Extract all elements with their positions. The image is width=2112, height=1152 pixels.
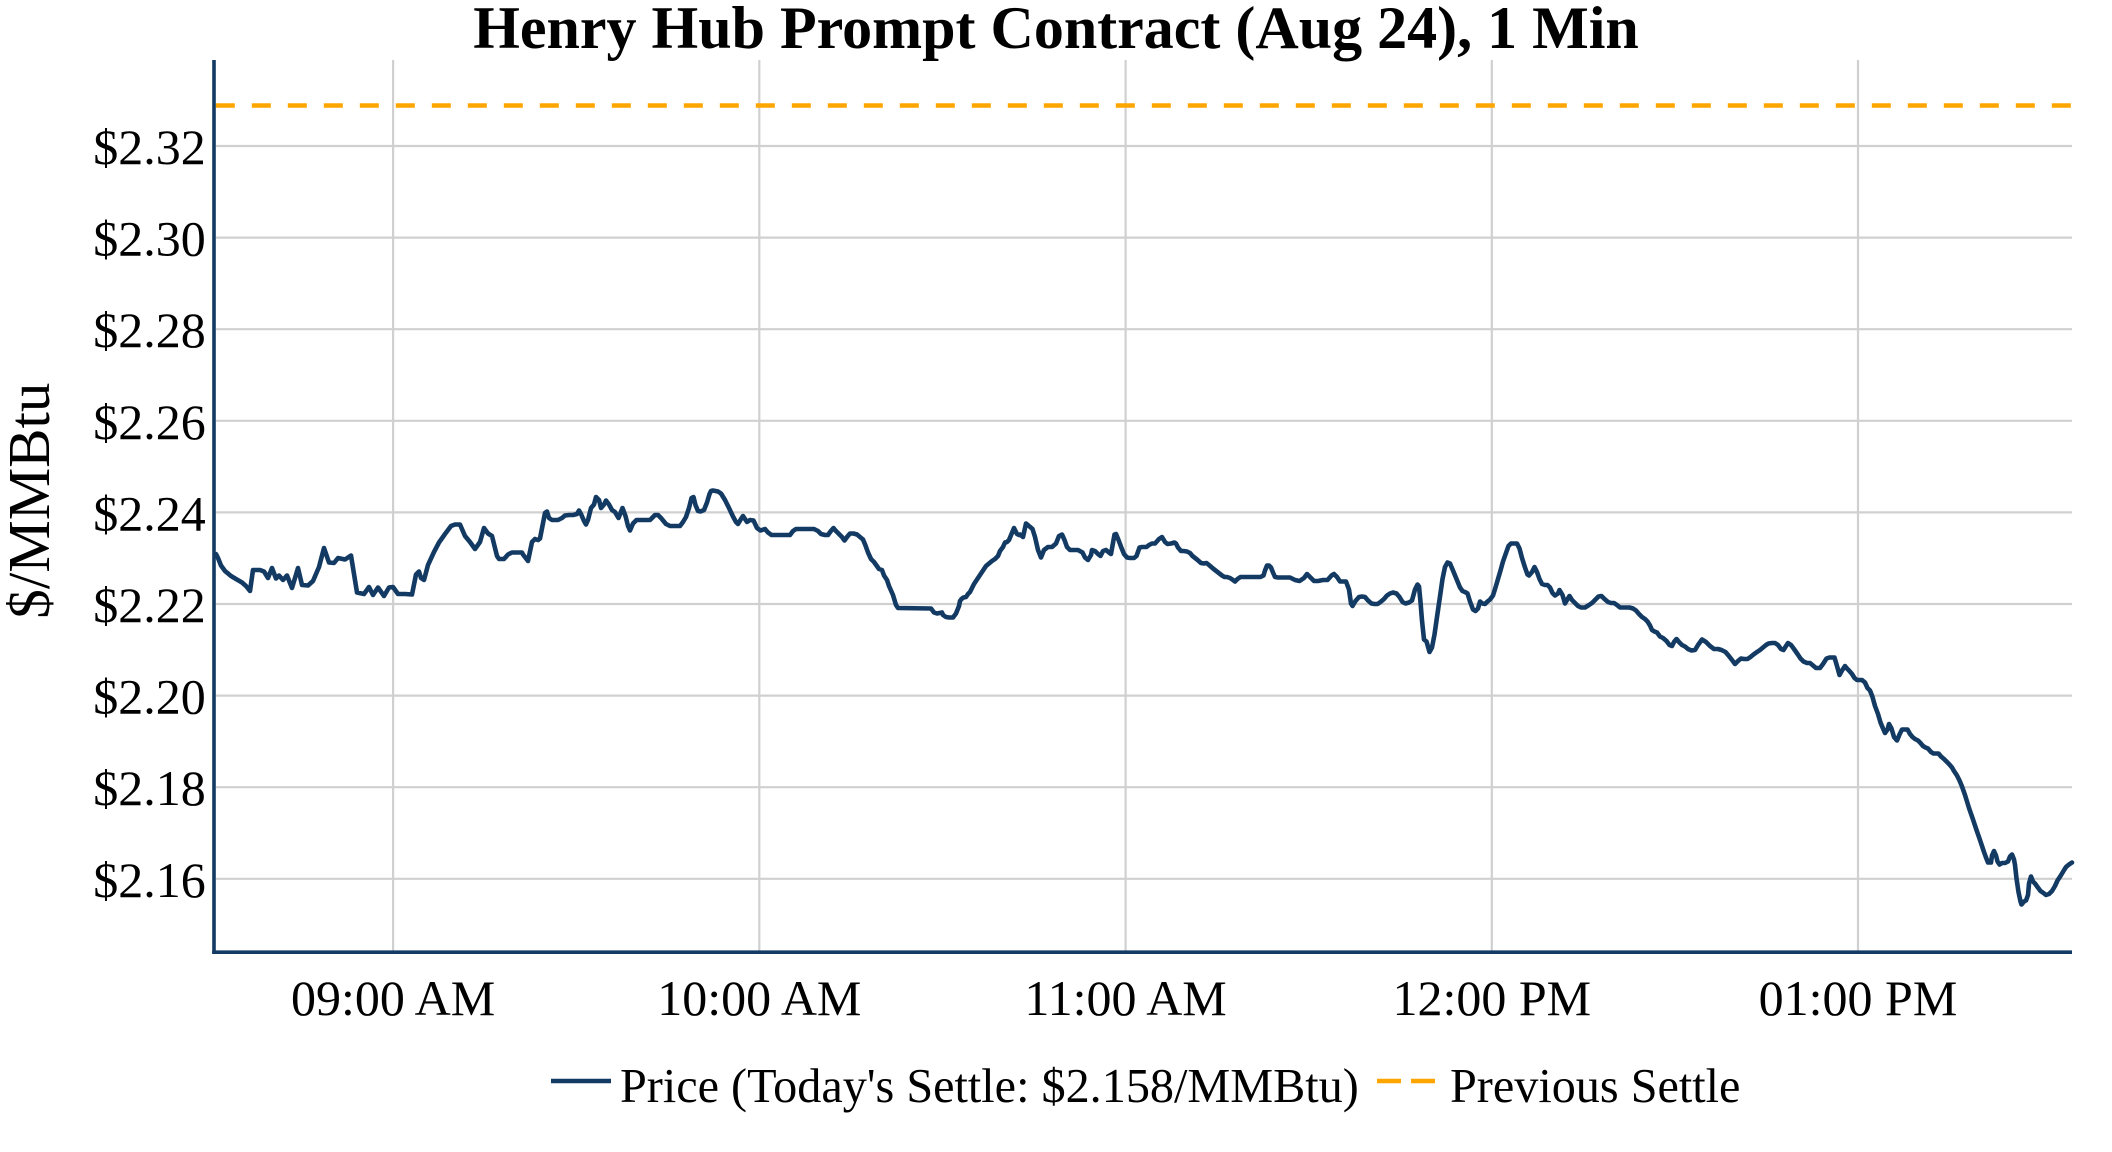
svg-text:$2.18: $2.18 xyxy=(93,760,206,816)
svg-text:Previous Settle: Previous Settle xyxy=(1450,1060,1740,1113)
svg-text:$2.30: $2.30 xyxy=(93,211,206,267)
svg-text:$2.26: $2.26 xyxy=(93,394,206,450)
svg-text:Henry Hub Prompt Contract (Aug: Henry Hub Prompt Contract (Aug 24), 1 Mi… xyxy=(473,0,1639,61)
svg-text:01:00 PM: 01:00 PM xyxy=(1759,970,1958,1026)
svg-text:10:00 AM: 10:00 AM xyxy=(657,970,861,1026)
svg-text:$2.32: $2.32 xyxy=(93,119,206,175)
svg-text:$2.28: $2.28 xyxy=(93,302,206,358)
svg-text:09:00 AM: 09:00 AM xyxy=(291,970,495,1026)
svg-text:Price (Today's Settle: $2.158/: Price (Today's Settle: $2.158/MMBtu) xyxy=(620,1060,1359,1113)
svg-text:$/MMBtu: $/MMBtu xyxy=(0,383,62,619)
svg-text:12:00 PM: 12:00 PM xyxy=(1392,970,1591,1026)
svg-text:11:00 AM: 11:00 AM xyxy=(1024,970,1226,1026)
svg-text:$2.16: $2.16 xyxy=(93,852,206,908)
svg-text:$2.24: $2.24 xyxy=(93,485,206,541)
svg-text:$2.20: $2.20 xyxy=(93,669,206,725)
svg-text:$2.22: $2.22 xyxy=(93,577,206,633)
